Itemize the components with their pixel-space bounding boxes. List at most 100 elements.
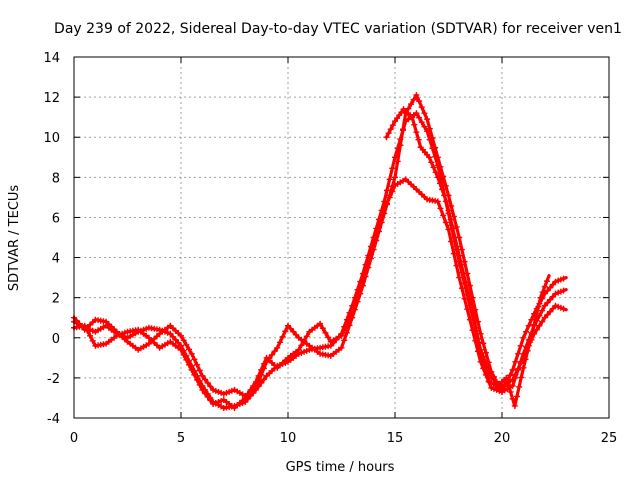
point-marker [544, 311, 551, 318]
y-tick-label: -4 [47, 412, 60, 427]
point-marker [383, 134, 390, 141]
point-marker [543, 278, 550, 285]
point-marker [258, 366, 265, 373]
point-marker [207, 383, 214, 390]
point-marker [408, 101, 415, 108]
axis-ticks: 0 5 10 15 20 25 -4 -2 0 2 4 6 8 10 12 14 [43, 51, 617, 446]
point-marker [196, 367, 203, 374]
point-marker [416, 98, 423, 105]
y-tick-label: 12 [43, 91, 60, 106]
point-marker [429, 135, 436, 142]
point-marker [394, 115, 401, 122]
point-marker [282, 328, 289, 335]
point-marker [517, 358, 524, 365]
point-marker [440, 173, 447, 180]
point-marker [541, 314, 548, 321]
point-marker [298, 342, 305, 349]
point-marker [456, 274, 463, 281]
point-marker [293, 331, 300, 338]
y-tick-label: 10 [43, 131, 60, 146]
point-marker [437, 163, 444, 170]
point-marker [394, 158, 401, 165]
point-marker [426, 125, 433, 132]
point-marker [507, 372, 514, 379]
point-marker [202, 376, 209, 383]
point-marker [515, 366, 522, 373]
x-tick-label: 20 [494, 431, 511, 446]
point-marker [301, 337, 308, 344]
point-marker [373, 233, 380, 240]
point-marker [544, 287, 551, 294]
point-marker [375, 224, 382, 231]
x-tick-label: 0 [70, 431, 78, 446]
point-marker [398, 109, 405, 116]
point-marker [247, 386, 254, 393]
point-marker [469, 304, 476, 311]
point-marker [434, 154, 441, 161]
point-marker [480, 340, 487, 347]
point-marker [180, 337, 187, 344]
data-series [71, 92, 568, 411]
point-marker [418, 119, 425, 126]
point-marker [442, 219, 449, 226]
point-marker [526, 339, 533, 346]
point-marker [512, 358, 519, 365]
point-marker [509, 366, 516, 373]
point-marker [186, 346, 193, 353]
chart-title: Day 239 of 2022, Sidereal Day-to-day VTE… [54, 21, 622, 37]
point-marker [421, 110, 428, 117]
point-marker [547, 296, 554, 303]
point-marker [533, 312, 540, 319]
point-marker [268, 351, 275, 358]
point-marker [409, 114, 416, 121]
point-marker [461, 258, 468, 265]
point-marker [520, 334, 527, 341]
point-marker [242, 394, 249, 401]
point-marker [290, 328, 297, 335]
point-marker [418, 104, 425, 111]
point-marker [450, 250, 457, 257]
point-marker [451, 234, 458, 241]
point-marker [341, 337, 348, 344]
point-marker [279, 333, 286, 340]
point-marker [287, 325, 294, 332]
point-marker [255, 372, 262, 379]
point-marker [458, 261, 465, 268]
x-tick-label: 25 [601, 431, 618, 446]
point-marker [447, 216, 454, 223]
point-marker [183, 341, 190, 348]
point-marker [386, 176, 393, 183]
point-marker [175, 339, 182, 346]
point-marker [191, 371, 198, 378]
point-marker [271, 348, 278, 355]
point-marker [172, 336, 179, 343]
point-marker [443, 198, 450, 205]
point-marker [87, 332, 94, 339]
point-marker [397, 142, 404, 149]
point-marker [523, 328, 530, 335]
point-marker [317, 320, 324, 327]
point-marker [479, 357, 486, 364]
point-marker [484, 371, 491, 378]
point-marker [458, 246, 465, 253]
point-marker [434, 174, 441, 181]
point-marker [507, 388, 514, 395]
point-marker [490, 373, 497, 380]
point-marker [204, 379, 211, 386]
point-marker [505, 381, 512, 388]
point-marker [509, 395, 516, 402]
point-marker [188, 366, 195, 373]
point-marker [260, 376, 267, 383]
point-marker [204, 393, 211, 400]
point-marker [322, 329, 329, 336]
point-marker [178, 346, 184, 353]
point-marker [450, 213, 457, 220]
point-marker [202, 390, 209, 397]
point-marker [458, 285, 465, 292]
point-marker [537, 294, 544, 301]
point-marker [445, 226, 452, 233]
point-marker [549, 293, 556, 300]
x-tick-label: 10 [280, 431, 297, 446]
y-tick-label: 8 [52, 171, 60, 186]
point-marker [180, 351, 187, 358]
